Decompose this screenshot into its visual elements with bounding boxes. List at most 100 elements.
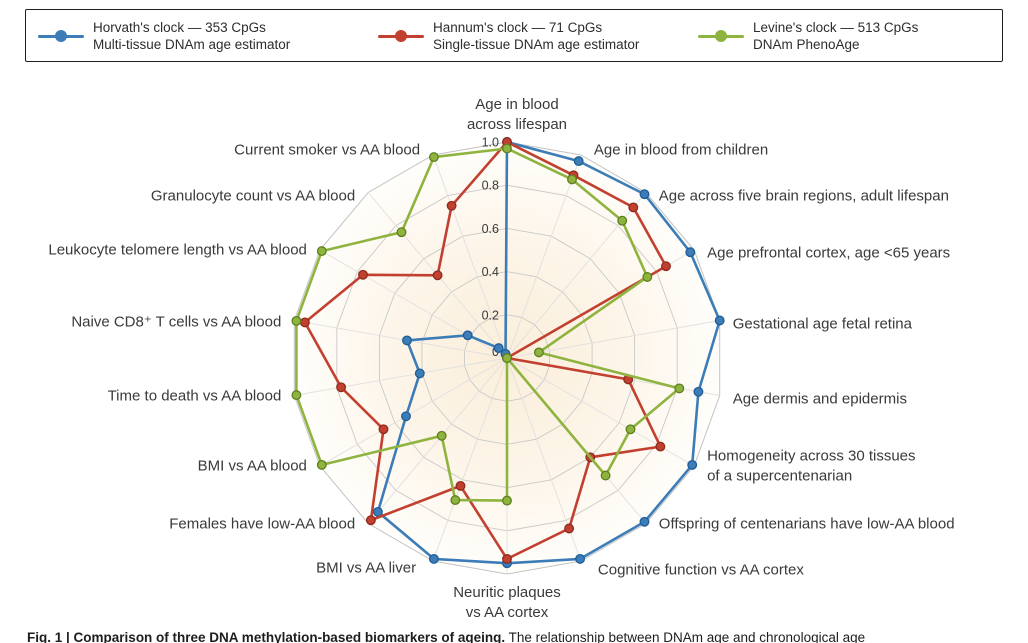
legend-text: Horvath's clock — 353 CpGs Multi-tissue D… bbox=[93, 19, 290, 53]
series-marker-icon bbox=[698, 30, 744, 43]
data-point bbox=[316, 246, 327, 257]
axis-label-line: vs AA cortex bbox=[465, 603, 549, 621]
data-point bbox=[567, 174, 577, 185]
data-point bbox=[655, 441, 666, 452]
axis-label: Granulocyte count vs AA blood bbox=[151, 186, 355, 206]
grid-spoke bbox=[294, 320, 508, 359]
axis-label: Age in blood from children bbox=[594, 140, 768, 160]
data-point bbox=[685, 247, 696, 258]
axis-label-line: Offspring of centenarians have low-AA bl… bbox=[658, 514, 955, 532]
data-point bbox=[687, 459, 698, 470]
axis-label: Leukocyte telomere length vs AA blood bbox=[48, 240, 307, 260]
caption-title: Comparison of three DNA methylation-base… bbox=[73, 630, 506, 643]
axis-label: Current smoker vs AA blood bbox=[234, 140, 420, 160]
data-point bbox=[414, 368, 425, 379]
data-point bbox=[299, 317, 310, 328]
data-point bbox=[455, 480, 466, 491]
data-point bbox=[575, 553, 586, 564]
data-point bbox=[428, 152, 439, 163]
legend-series-line2: Multi-tissue DNAm age estimator bbox=[93, 37, 291, 52]
axis-label-line: Age in blood bbox=[475, 96, 559, 113]
axis-label: Age prefrontal cortex, age <65 years bbox=[707, 243, 950, 263]
legend-text: Hannum's clock — 71 CpGs Single-tissue DN… bbox=[433, 19, 639, 53]
data-point bbox=[502, 143, 512, 154]
data-point bbox=[617, 215, 628, 226]
data-point bbox=[372, 506, 383, 517]
series-marker-icon bbox=[378, 30, 424, 43]
grid-spoke bbox=[319, 357, 508, 467]
axis-label: Cognitive function vs AA cortex bbox=[598, 560, 804, 580]
data-point bbox=[661, 261, 671, 272]
axis-label-line: Current smoker vs AA blood bbox=[234, 141, 421, 159]
tick-label: 0 bbox=[492, 345, 499, 359]
legend-series-line2: Single-tissue DNAm age estimator bbox=[433, 37, 640, 52]
legend-entry: Hannum's clock — 71 CpGs Single-tissue DN… bbox=[378, 19, 639, 53]
axis-label: Gestational age fetal retina bbox=[733, 314, 912, 334]
data-point bbox=[502, 553, 512, 564]
legend-series-line2: DNAm PhenoAge bbox=[753, 37, 860, 52]
axis-label-line: BMI vs AA blood bbox=[197, 457, 307, 475]
legend-series-line1: Horvath's clock — 353 CpGs bbox=[93, 20, 266, 35]
series-dot-icon bbox=[55, 30, 67, 42]
legend-series-line1: Hannum's clock — 71 CpGs bbox=[433, 20, 603, 35]
axis-label-line: Time to death vs AA blood bbox=[107, 386, 282, 404]
grid-spoke bbox=[432, 357, 508, 562]
data-point bbox=[401, 411, 411, 422]
data-point bbox=[642, 272, 653, 282]
series-dot-icon bbox=[715, 30, 727, 42]
tick-label: 0.4 bbox=[482, 265, 499, 279]
series-marker-icon bbox=[38, 30, 84, 43]
axis-label-line: Age across five brain regions, adult lif… bbox=[658, 186, 949, 204]
data-point bbox=[639, 516, 650, 527]
axis-label-line: across lifespan bbox=[466, 115, 568, 133]
axis-label: Age across five brain regions, adult lif… bbox=[659, 186, 949, 206]
axis-label: BMI vs AA liver bbox=[316, 558, 416, 578]
legend-entry: Levine's clock — 513 CpGs DNAm PhenoAge bbox=[698, 19, 918, 53]
data-point bbox=[625, 424, 636, 435]
axis-label-line: Age dermis and epidermis bbox=[732, 389, 907, 407]
axis-label-line: Homogeneity across 30 tissues bbox=[707, 447, 916, 465]
axis-label-line: Cognitive function vs AA cortex bbox=[597, 561, 804, 579]
data-point bbox=[533, 347, 544, 358]
data-point bbox=[436, 430, 447, 441]
data-point bbox=[446, 200, 457, 211]
data-point bbox=[378, 424, 389, 435]
axis-label: Time to death vs AA blood bbox=[108, 386, 282, 406]
axis-label-line: Neuritic plaques bbox=[453, 584, 561, 601]
data-point bbox=[493, 343, 504, 354]
axis-label: Offspring of centenarians have low-AA bl… bbox=[659, 514, 955, 534]
axis-label-line: Leukocyte telomere length vs AA blood bbox=[48, 241, 307, 259]
data-point bbox=[600, 470, 611, 481]
axis-label-line: Gestational age fetal retina bbox=[732, 314, 912, 332]
axis-label: Naive CD8⁺ T cells vs AA blood bbox=[71, 312, 281, 332]
data-point bbox=[502, 353, 512, 363]
data-point bbox=[316, 459, 327, 470]
data-point bbox=[428, 553, 439, 564]
chart-legend: Horvath's clock — 353 CpGs Multi-tissue D… bbox=[25, 9, 1003, 62]
data-point bbox=[639, 189, 650, 200]
caption-label: Fig. 1 | bbox=[27, 630, 70, 643]
data-point bbox=[693, 386, 704, 397]
tick-label: 0.2 bbox=[482, 308, 499, 322]
grid-spoke bbox=[294, 357, 508, 396]
axis-label: Homogeneity across 30 tissues of a superc… bbox=[707, 447, 915, 486]
axis-label-line: BMI vs AA liver bbox=[316, 559, 417, 577]
axis-label-line: Granulocyte count vs AA blood bbox=[150, 186, 356, 204]
data-point bbox=[291, 390, 302, 401]
data-point bbox=[402, 335, 412, 346]
legend-series-line1: Levine's clock — 513 CpGs bbox=[753, 20, 919, 35]
grid-spoke bbox=[432, 154, 508, 359]
axis-label-line: Age in blood from children bbox=[593, 141, 769, 159]
data-point bbox=[573, 156, 584, 167]
axis-label-line: of a supercentenarian bbox=[707, 467, 853, 484]
legend-text: Levine's clock — 513 CpGs DNAm PhenoAge bbox=[753, 19, 918, 53]
data-point bbox=[396, 227, 407, 238]
data-point bbox=[291, 315, 302, 326]
axis-label: Age in blood across lifespan bbox=[467, 95, 567, 134]
figure-caption: Fig. 1 | Comparison of three DNA methyla… bbox=[27, 630, 865, 643]
axis-label: Neuritic plaques vs AA cortex bbox=[453, 583, 561, 622]
data-point bbox=[365, 515, 376, 526]
data-point bbox=[336, 382, 347, 393]
caption-text: The relationship between DNAm age and ch… bbox=[508, 630, 866, 643]
